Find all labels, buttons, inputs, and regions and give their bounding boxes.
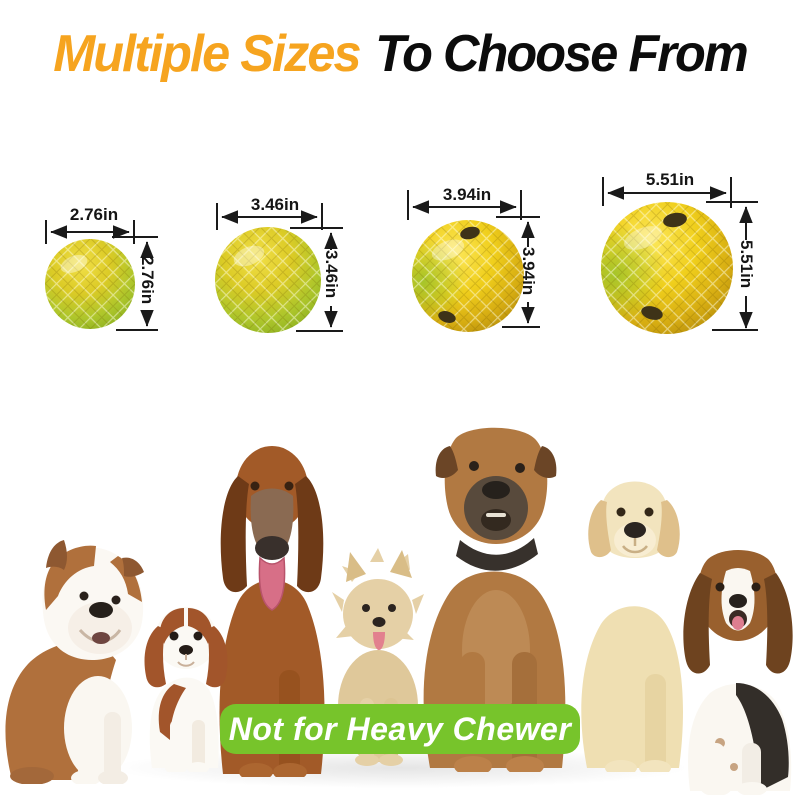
cavalier-ear <box>144 626 166 688</box>
basset-ear <box>683 573 712 674</box>
terrier-ear <box>346 552 366 582</box>
dims-size1 <box>45 220 158 331</box>
bloodhound-ear <box>220 476 249 593</box>
basset-tongue <box>732 616 744 630</box>
ball-size4 <box>601 202 733 334</box>
dog-basset-hound <box>683 550 793 795</box>
bulldog-ear <box>46 540 67 570</box>
size4-width-label: 5.51in <box>645 170 695 189</box>
size3-width-label: 3.94in <box>442 185 492 204</box>
ball3-top-hole <box>460 226 480 240</box>
size1-width-label: 2.76in <box>69 205 119 224</box>
dims-size2 <box>216 203 343 332</box>
ball-size2 <box>215 227 321 333</box>
ball4-bottom-hole <box>641 306 663 320</box>
ball3-bottom-hole <box>438 311 456 323</box>
dog-labrador <box>581 481 683 772</box>
page-title: Multiple Sizes To Choose From <box>12 24 788 84</box>
size1-height-label: 2.76in <box>138 256 157 305</box>
warning-banner-label: Not for Heavy Chewer <box>228 710 572 747</box>
bloodhound-tongue <box>258 556 286 611</box>
mastiff-collar <box>456 538 538 571</box>
ball-size3 <box>412 220 524 332</box>
labrador-ear <box>588 500 611 558</box>
mastiff-ear <box>435 446 458 478</box>
size2-height-label: 3.46in <box>322 250 341 299</box>
size3-height-label: 3.94in <box>519 247 538 296</box>
size4-height-label: 5.51in <box>737 240 756 289</box>
title-highlight: Multiple Sizes <box>53 25 361 83</box>
terrier-tongue <box>373 632 385 650</box>
ball-size1 <box>45 239 135 329</box>
dog-cavalier-spaniel <box>144 607 228 772</box>
ball4-top-hole <box>663 212 687 228</box>
dims-size3 <box>407 190 540 328</box>
dog-english-bulldog <box>5 540 144 784</box>
size2-width-label: 3.46in <box>250 195 300 214</box>
warning-banner: Not for Heavy Chewer <box>220 704 580 754</box>
dims-size4 <box>602 177 758 331</box>
title-rest: To Choose From <box>375 25 749 83</box>
